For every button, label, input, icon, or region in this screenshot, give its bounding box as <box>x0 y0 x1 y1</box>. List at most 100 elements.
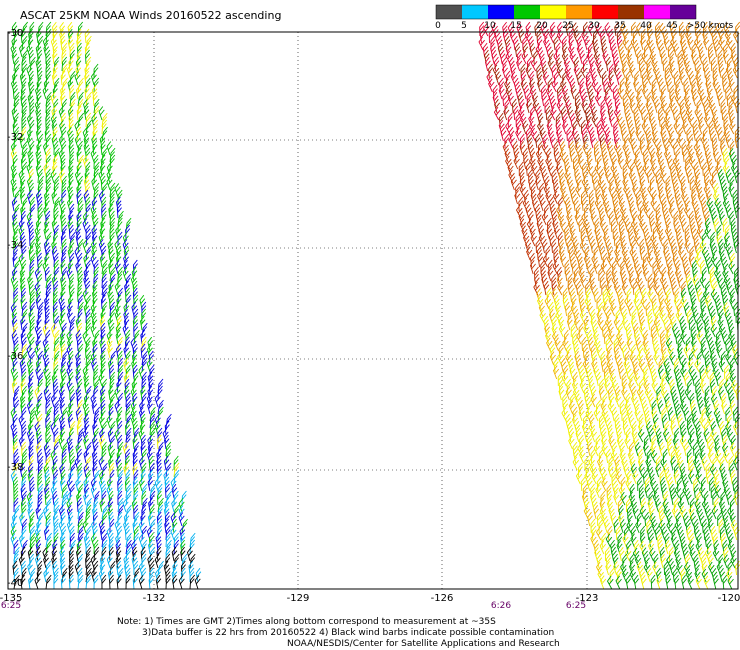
wind-barb <box>157 406 164 422</box>
wind-barb <box>563 329 569 345</box>
wind-barb <box>672 140 679 156</box>
wind-barb <box>695 470 702 485</box>
wind-barb <box>638 378 644 394</box>
wind-barb <box>578 217 584 233</box>
wind-barb <box>600 120 608 135</box>
wind-barb <box>510 176 517 191</box>
wind-barb <box>658 302 665 317</box>
wind-barb <box>633 260 640 275</box>
wind-barb <box>515 112 521 128</box>
wind-barb <box>84 420 90 436</box>
wind-barb <box>656 575 663 590</box>
wind-barb <box>106 176 113 191</box>
wind-barb <box>108 245 114 261</box>
wind-barb <box>632 505 639 520</box>
wind-barb <box>516 22 523 37</box>
wind-barb <box>563 364 569 380</box>
wind-barb <box>29 476 35 492</box>
wind-barb <box>29 553 35 569</box>
wind-barb <box>628 274 635 289</box>
wind-barb <box>549 134 556 149</box>
wind-barb <box>68 189 74 205</box>
wind-barb <box>76 84 82 100</box>
wind-barb <box>74 456 81 471</box>
wind-barb <box>34 267 41 282</box>
wind-barb <box>705 295 712 310</box>
wind-barb <box>693 476 699 492</box>
wind-barb <box>148 497 154 513</box>
wind-barb <box>553 295 560 310</box>
wind-barb <box>640 105 647 121</box>
wind-barb <box>584 183 591 198</box>
wind-barb <box>149 364 155 380</box>
wind-barb <box>569 78 576 93</box>
wind-barb <box>718 553 724 569</box>
wind-barb <box>673 43 680 58</box>
wind-barb <box>649 365 656 380</box>
wind-barb <box>92 420 98 436</box>
wind-barb <box>709 239 716 254</box>
wind-barb <box>621 64 628 79</box>
wind-barb <box>604 379 611 394</box>
wind-barb <box>504 35 511 51</box>
wind-barb <box>45 560 52 576</box>
wind-barb <box>518 196 524 212</box>
scale-label: 10 <box>484 21 496 31</box>
wind-barb <box>101 182 108 198</box>
wind-barb <box>675 329 681 345</box>
wind-barb <box>635 519 642 534</box>
wind-barb <box>573 64 580 79</box>
wind-barb <box>35 554 41 569</box>
wind-barb <box>598 168 605 184</box>
wind-barb <box>593 505 600 520</box>
wind-barb <box>604 22 611 37</box>
wind-barb <box>538 50 545 65</box>
wind-barb <box>92 126 98 142</box>
map-title: ASCAT 25KM NOAA Winds 20160522 ascending <box>20 9 282 22</box>
wind-barb <box>583 323 590 338</box>
wind-barb <box>540 22 547 37</box>
wind-barb <box>647 308 653 324</box>
wind-barb <box>541 84 547 100</box>
wind-barb <box>77 154 84 170</box>
wind-barb <box>685 64 692 79</box>
wind-barb <box>641 190 648 205</box>
wind-barb <box>682 512 689 527</box>
wind-barb <box>528 113 535 128</box>
wind-barb <box>585 287 592 303</box>
lon-label-129: -129 <box>286 593 310 604</box>
wind-barb <box>647 525 653 541</box>
wind-barb <box>69 455 76 471</box>
wind-barb <box>67 413 74 429</box>
wind-barb <box>164 476 170 492</box>
wind-barb <box>717 316 724 331</box>
wind-barb <box>61 49 67 65</box>
wind-barb <box>20 91 26 107</box>
wind-barb <box>107 567 114 583</box>
wind-barb <box>138 428 145 443</box>
wind-barb <box>141 392 147 408</box>
wind-barb <box>587 85 593 100</box>
wind-barb <box>98 239 105 254</box>
wind-barb <box>60 308 66 324</box>
wind-barb <box>599 133 605 149</box>
wind-barb <box>125 427 132 443</box>
wind-barb <box>587 442 593 457</box>
wind-barb <box>614 393 622 408</box>
wind-barb <box>661 526 668 541</box>
lat-label-30: -30 <box>7 28 24 39</box>
wind-barb <box>695 71 702 86</box>
wind-barb <box>133 294 139 310</box>
wind-barb <box>567 218 575 233</box>
wind-barb <box>493 106 501 121</box>
wind-barb <box>693 126 699 142</box>
wind-barb <box>77 322 83 338</box>
wind-barb <box>703 525 709 541</box>
wind-barb <box>18 414 25 429</box>
wind-barb <box>727 413 732 429</box>
wind-barb <box>21 427 27 443</box>
wind-barb <box>638 358 645 373</box>
wind-barb <box>646 568 653 583</box>
wind-barb <box>711 568 718 583</box>
wind-barb <box>605 561 612 576</box>
